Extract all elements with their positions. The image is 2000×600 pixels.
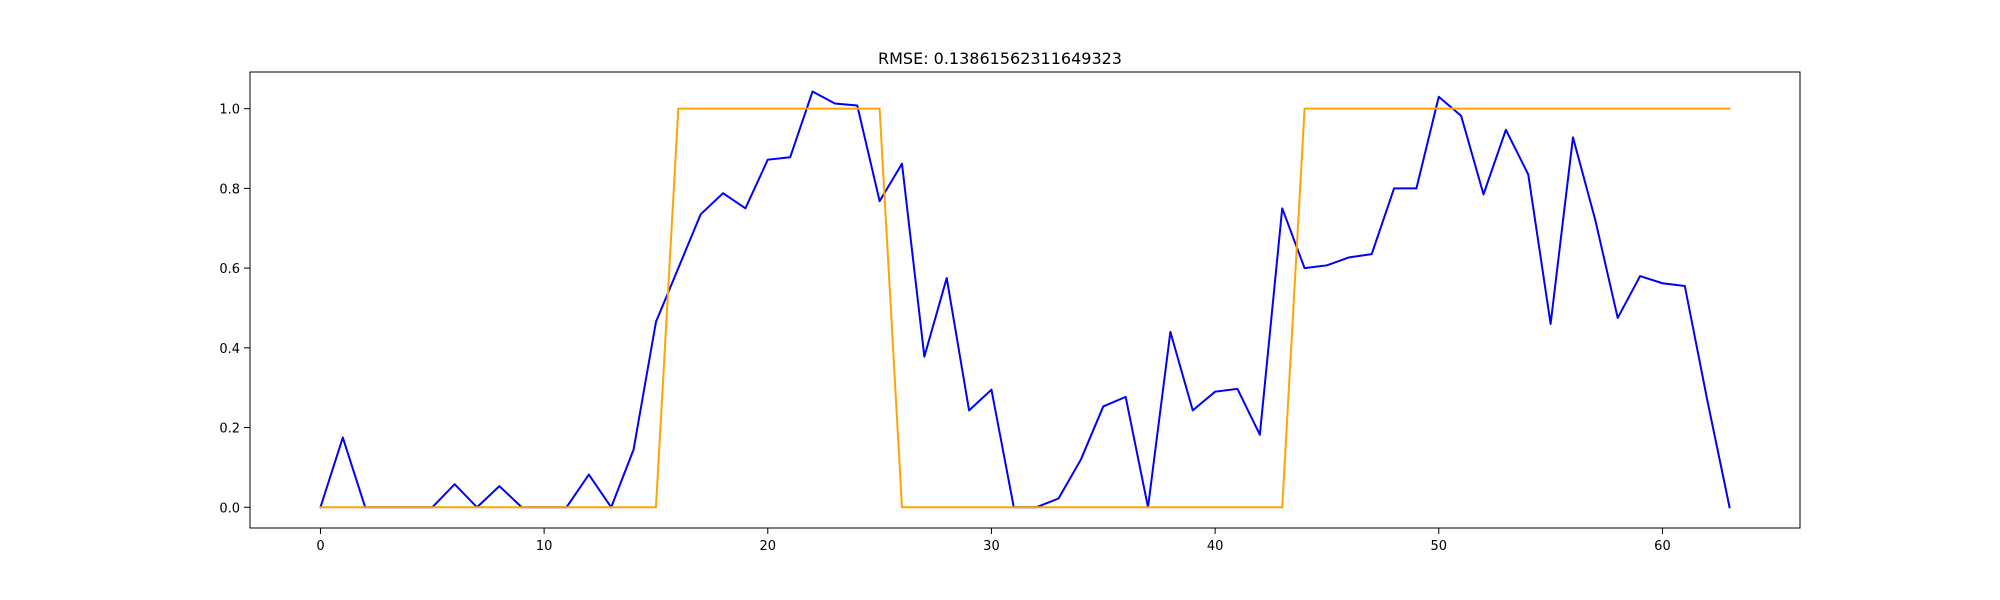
x-tick-label: 10 <box>536 539 553 554</box>
y-tick-label: 0.0 <box>219 501 240 516</box>
y-tick-label: 1.0 <box>219 103 240 118</box>
x-tick-label: 50 <box>1431 539 1448 554</box>
plot-background <box>250 72 1800 528</box>
plot-area <box>250 72 1800 528</box>
axes-frame <box>249 71 1801 529</box>
x-tick-label: 20 <box>760 539 777 554</box>
x-tick-label: 0 <box>316 539 324 554</box>
y-tick-label: 0.6 <box>219 262 240 277</box>
y-tick-label: 0.4 <box>219 342 240 357</box>
series-layer <box>319 90 1731 509</box>
x-tick-label: 30 <box>983 539 1000 554</box>
y-tick-label: 0.2 <box>219 422 240 437</box>
series-line-2 <box>319 107 1731 509</box>
chart-title: RMSE: 0.13861562311649323 <box>878 49 1122 68</box>
axes-layer: 0 10 20 30 40 50 60 0.0 0.2 0.4 0.6 0.8 1.0 <box>219 71 1801 554</box>
x-tick-label: 40 <box>1207 539 1224 554</box>
x-tick-label: 60 <box>1654 539 1671 554</box>
y-tick-label: 0.8 <box>219 182 240 197</box>
